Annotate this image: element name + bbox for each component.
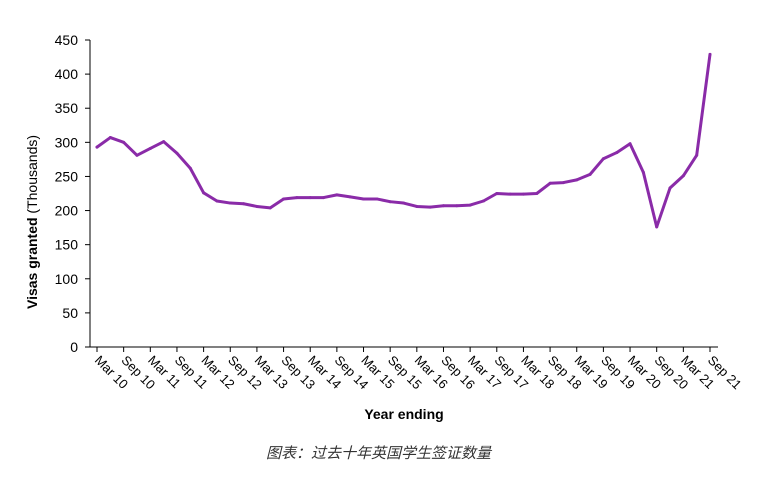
data-point: [655, 225, 659, 229]
data-point: [428, 205, 432, 209]
y-tick-label: 400: [55, 66, 79, 82]
y-axis: 0 50 100 150 200 250 300 350 400 450: [55, 32, 91, 355]
data-point: [122, 140, 126, 144]
data-point: [415, 204, 419, 208]
data-point: [295, 196, 299, 200]
data-point: [162, 140, 166, 144]
data-point: [308, 196, 312, 200]
y-tick-label: 250: [55, 168, 79, 184]
data-point: [215, 199, 219, 203]
figure-caption: 图表：过去十年英国学生签证数量: [265, 444, 491, 462]
y-axis-title-bold: Visas granted: [24, 217, 40, 309]
data-point: [615, 151, 619, 155]
data-point: [561, 181, 565, 185]
data-point: [508, 192, 512, 196]
data-point: [681, 174, 685, 178]
y-tick-label: 100: [55, 271, 79, 287]
y-tick-label: 450: [55, 32, 79, 48]
data-point: [601, 157, 605, 161]
data-point: [668, 186, 672, 190]
data-point: [641, 170, 645, 174]
data-point: [628, 142, 632, 146]
data-point: [588, 172, 592, 176]
data-point: [402, 201, 405, 205]
data-point: [388, 200, 392, 204]
data-point: [695, 153, 699, 157]
data-point: [441, 204, 445, 208]
data-point: [468, 203, 472, 207]
data-point: [535, 192, 539, 195]
data-point: [335, 193, 339, 197]
data-point: [228, 201, 232, 205]
data-point: [455, 204, 459, 208]
y-tick-label: 300: [55, 134, 79, 150]
data-point: [322, 196, 326, 200]
data-point: [495, 192, 499, 195]
data-point: [481, 199, 485, 203]
y-tick-label: 200: [55, 203, 79, 219]
data-point: [255, 204, 259, 208]
data-point: [135, 153, 139, 157]
y-tick-label: 50: [62, 305, 78, 321]
data-point: [95, 145, 99, 149]
data-point: [708, 52, 712, 56]
data-point: [521, 192, 525, 196]
y-tick-label: 350: [55, 100, 79, 116]
data-point: [282, 197, 286, 201]
data-point: [148, 146, 152, 150]
y-tick-label: 150: [55, 237, 79, 253]
data-point: [375, 197, 379, 201]
x-axis-title: Year ending: [364, 406, 443, 422]
data-point: [175, 151, 179, 155]
data-point: [242, 202, 246, 206]
series-line: [95, 52, 712, 229]
data-point: [348, 195, 352, 199]
data-point: [188, 166, 192, 170]
y-tick-label: 0: [70, 339, 78, 355]
data-point: [548, 181, 552, 185]
data-point: [108, 136, 112, 140]
data-point: [575, 178, 579, 182]
data-point: [268, 206, 272, 210]
series-layer: [95, 52, 712, 229]
y-axis-title-rest: (Thousands): [24, 135, 40, 217]
data-point: [202, 191, 206, 195]
y-axis-title: Visas granted (Thousands): [24, 135, 40, 309]
data-point: [362, 197, 366, 201]
